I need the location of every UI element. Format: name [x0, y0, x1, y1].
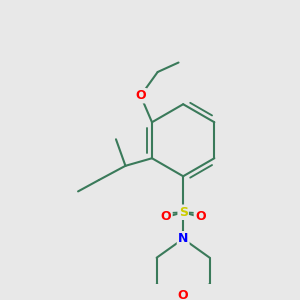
Text: O: O [178, 289, 188, 300]
Text: O: O [135, 89, 146, 102]
Text: N: N [178, 232, 188, 245]
Text: O: O [195, 211, 206, 224]
Text: O: O [161, 211, 171, 224]
Text: S: S [179, 206, 188, 219]
